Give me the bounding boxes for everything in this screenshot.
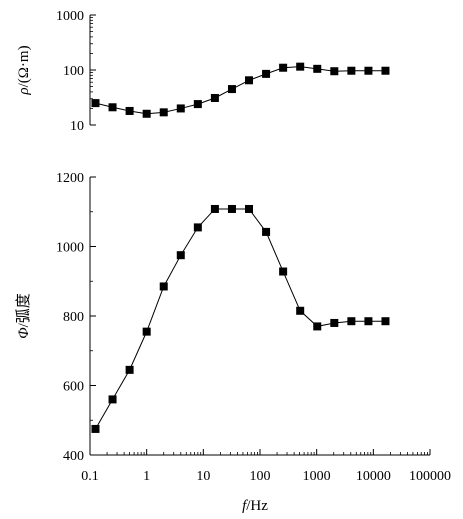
x-tick-label: 1 [143,469,150,484]
series-line [95,66,386,115]
series-line [95,208,386,430]
x-axis-label: f/Hz [242,498,268,514]
y-tick-label: 1000 [56,9,84,24]
data-point [279,63,288,72]
x-tick-label: 10000 [356,469,391,484]
data-point [245,76,254,85]
data-point [381,66,390,75]
x-tick-label: 100000 [409,469,451,484]
data-point [347,66,356,75]
data-point [262,227,271,236]
data-point [347,317,356,326]
data-point [125,365,134,374]
data-point [91,424,100,433]
data-point [176,251,185,260]
x-tick-label: 0.1 [81,469,99,484]
data-point [176,104,185,113]
data-point [227,85,236,94]
data-point [245,204,254,213]
y-tick-label: 400 [63,449,84,464]
data-point [193,223,202,232]
data-point [91,99,100,108]
panel-bottom: 400 600 800 1000 1200 0.1 1 10 100 1000 10000 10000… [15,171,451,514]
data-point [296,306,305,315]
y-tick-label: 600 [63,380,84,395]
data-point [330,67,339,76]
panel-top: 10 100 1000 ρ/(Ω·m) [16,9,390,134]
data-point [108,395,117,404]
data-point [313,322,322,331]
data-point [364,66,373,75]
data-point [313,64,322,73]
x-tick-label: 1000 [303,469,331,484]
data-point [210,93,219,102]
y-tick-label: 10 [70,119,84,134]
data-point [262,69,271,78]
y-tick-label: 800 [63,310,84,325]
data-point [330,318,339,327]
data-point [159,108,168,117]
y-tick-label: 100 [63,64,84,79]
data-point [227,204,236,213]
data-point [108,103,117,112]
y-axis-label: Φ/弧度 [15,293,32,339]
y-axis-label: ρ/(Ω·m) [16,45,32,95]
data-point [279,267,288,276]
data-point [364,317,373,326]
data-point [210,204,219,213]
data-point [142,109,151,118]
x-tick-label: 100 [250,469,271,484]
data-point [142,327,151,336]
x-tick-label: 10 [196,469,210,484]
data-point [381,317,390,326]
data-point [193,100,202,109]
y-tick-label: 1200 [56,171,84,186]
data-point [296,62,305,71]
data-point [159,282,168,291]
y-tick-label: 1000 [56,241,84,256]
data-point [125,106,134,115]
